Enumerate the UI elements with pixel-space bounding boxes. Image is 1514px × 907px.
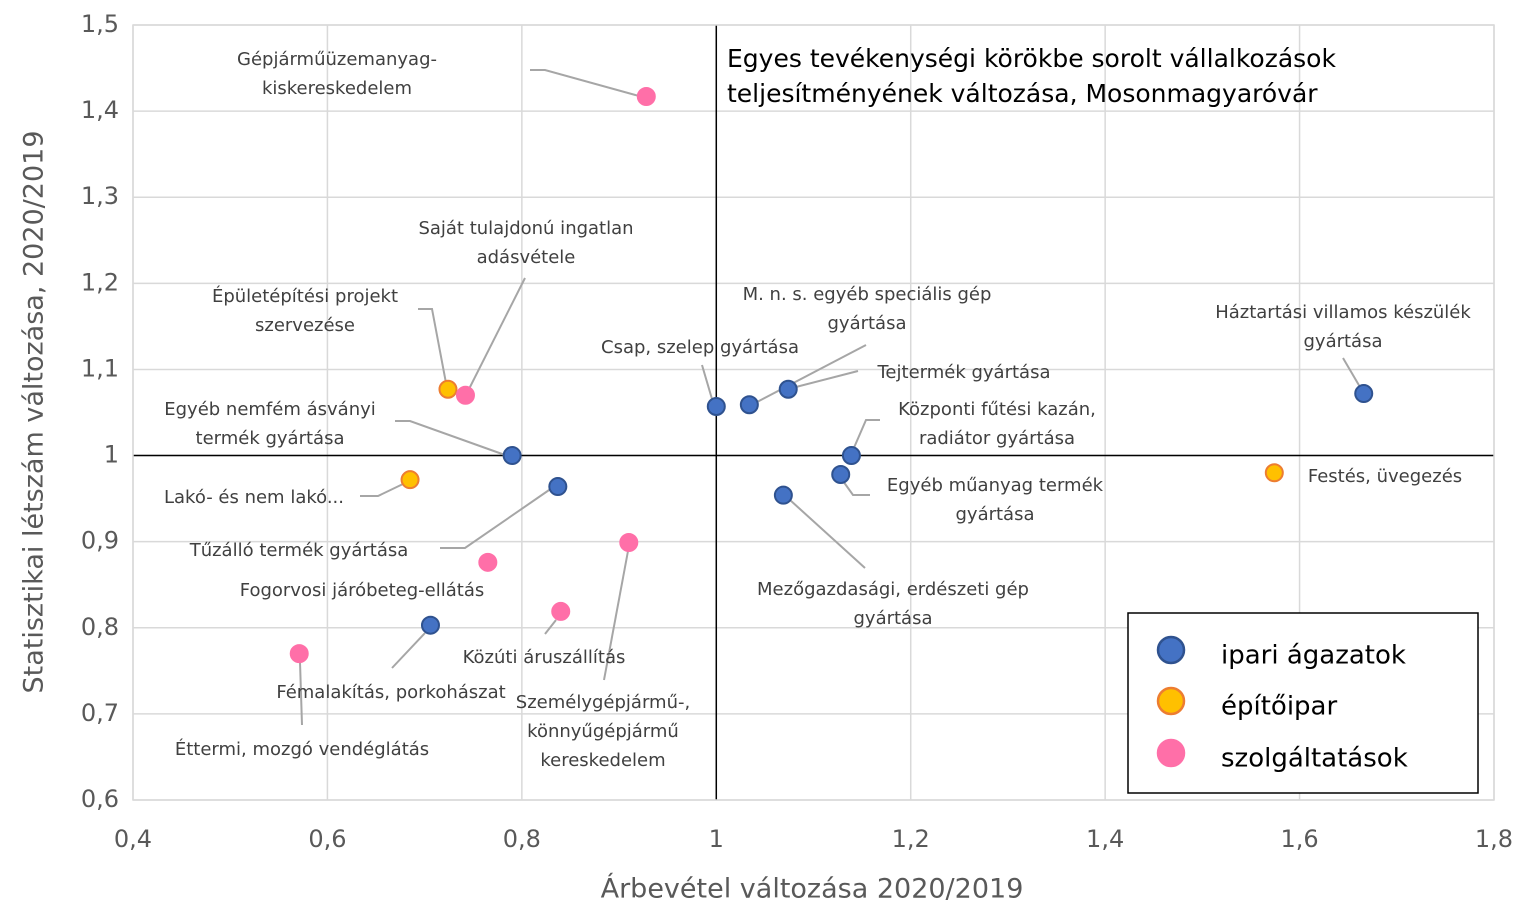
point: [502, 446, 522, 466]
point-label: Tejtermék gyártása: [877, 362, 1051, 383]
point: [739, 395, 759, 415]
leader-line: [544, 619, 557, 635]
leader-line: [468, 277, 526, 390]
plot-frame: [132, 24, 1495, 801]
leader-line: [440, 487, 553, 549]
legend-label: szolgáltatások: [1221, 744, 1408, 774]
point-label: Gépjárműüzemanyag- kiskereskedelem: [236, 49, 438, 99]
point: [619, 533, 639, 553]
x-tick-label: 1: [709, 825, 724, 853]
leader-line: [791, 370, 859, 389]
point: [706, 396, 726, 416]
x-tick-label: 1,2: [892, 825, 930, 853]
leader-line: [395, 420, 506, 456]
x-tick-label: 0,6: [308, 825, 346, 853]
x-axis-title: Árbevétel változása 2020/2019: [601, 873, 1024, 905]
leader-line: [299, 661, 303, 726]
point: [841, 446, 861, 466]
leader-line: [360, 483, 404, 497]
point: [400, 470, 420, 490]
point: [455, 385, 475, 405]
point-label: Közúti áruszállítás: [462, 647, 626, 668]
legend-marker: [1156, 635, 1186, 665]
point-label: Épületépítési projekt szervezése: [211, 286, 399, 336]
leader-line: [418, 308, 447, 384]
y-tick-label: 1,3: [81, 182, 119, 210]
leader-line: [842, 480, 870, 496]
point-label: Festés, üvegezés: [1307, 466, 1463, 487]
point: [773, 485, 793, 505]
point-label: Tűzálló termék gyártása: [189, 540, 409, 561]
y-tick-label: 0,7: [81, 699, 119, 727]
leader-line: [603, 550, 629, 681]
point-label: Lakó- és nem lakó...: [164, 487, 344, 508]
leader-line: [701, 364, 713, 400]
point: [1264, 463, 1284, 483]
point: [438, 379, 458, 399]
x-tick-label: 1,8: [1475, 825, 1513, 853]
y-tick-label: 1,2: [81, 268, 119, 296]
point: [478, 552, 498, 572]
x-tick-label: 0,4: [114, 825, 152, 853]
x-tick-label: 0,8: [503, 825, 541, 853]
leader-line: [852, 419, 880, 451]
point: [636, 86, 656, 106]
point: [1354, 384, 1374, 404]
chart-title: Egyes tevékenységi körökbe sorolt vállal…: [727, 44, 1336, 108]
leader-line: [391, 632, 426, 669]
point: [548, 477, 568, 497]
leader-line: [530, 69, 640, 97]
point: [289, 644, 309, 664]
legend-label: építőipar: [1221, 692, 1337, 722]
point-label: Egyéb műanyag termék gyártása: [886, 475, 1104, 525]
point-label: Saját tulajdonú ingatlan adásvétele: [418, 218, 634, 268]
point: [551, 601, 571, 621]
y-tick-label: 0,9: [81, 527, 119, 555]
x-tick-label: 1,4: [1086, 825, 1124, 853]
point-label: M. n. s. egyéb speciális gép gyártása: [742, 284, 992, 334]
y-tick-label: 0,6: [81, 785, 119, 813]
legend-box: [1127, 612, 1479, 794]
point: [420, 615, 440, 635]
y-tick-label: 1,5: [81, 10, 119, 38]
point-label: Mezőgazdasági, erdészeti gép gyártása: [757, 579, 1029, 629]
legend-marker: [1156, 738, 1186, 768]
leader-line: [789, 499, 866, 569]
leader-line: [1342, 357, 1361, 388]
point-label: Fogorvosi járóbeteg-ellátás: [239, 580, 485, 601]
point-label: Csap, szelep gyártása: [601, 337, 799, 358]
point-label: Éttermi, mozgó vendéglátás: [174, 739, 430, 760]
point-label: Háztartási villamos készülék gyártása: [1215, 302, 1471, 352]
y-tick-label: 0,8: [81, 613, 119, 641]
y-tick-label: 1,1: [81, 354, 119, 382]
legend-label: ipari ágazatok: [1221, 641, 1406, 671]
x-tick-label: 1,6: [1280, 825, 1318, 853]
legend-marker: [1156, 686, 1186, 716]
point-label: Központi fűtési kazán, radiátor gyártása: [898, 399, 1096, 449]
point-label: Egyéb nemfém ásványi termék gyártása: [164, 399, 376, 449]
y-tick-label: 1,4: [81, 96, 119, 124]
y-axis-title: Statisztikai létszám változása, 2020/201…: [19, 131, 50, 694]
point-label: Személygépjármű-, könnyűgépjármű kereske…: [515, 692, 691, 771]
point: [831, 465, 851, 484]
leader-line: [756, 344, 867, 403]
point-label: Fémalakítás, porkohászat: [276, 682, 506, 703]
y-tick-label: 1: [104, 441, 119, 469]
point: [778, 379, 798, 399]
